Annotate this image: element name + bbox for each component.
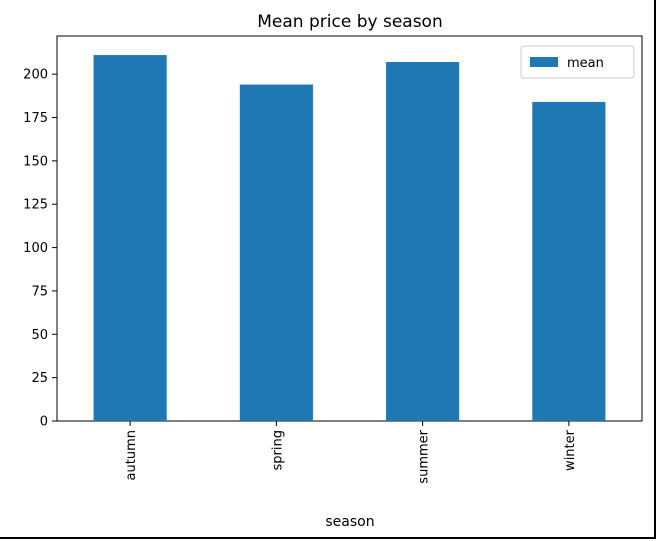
legend-box <box>520 45 635 79</box>
bar-autumn <box>93 55 167 422</box>
legend-label: mean <box>567 56 604 71</box>
y-tick-label: 150 <box>23 154 48 169</box>
y-tick-label: 25 <box>31 371 48 386</box>
bar-summer <box>386 62 460 421</box>
x-tick-label-summer: summer <box>417 429 432 483</box>
legend-swatch <box>530 57 558 67</box>
y-axis: 0 25 50 75 100 125 150 175 200 <box>23 68 57 430</box>
y-tick-label: 200 <box>23 68 48 83</box>
y-tick-label: 0 <box>40 415 48 430</box>
y-tick-label: 75 <box>31 284 48 299</box>
x-axis-label: season <box>325 514 374 530</box>
bars-group <box>93 55 606 422</box>
x-tick-label-spring: spring <box>270 430 285 470</box>
x-tick-label-winter: winter <box>563 429 578 471</box>
chart-title: Mean price by season <box>257 12 442 32</box>
y-tick-label: 50 <box>31 328 48 343</box>
x-tick-label-autumn: autumn <box>124 430 139 480</box>
bar-spring <box>239 84 313 421</box>
legend: mean <box>520 45 635 79</box>
x-axis: autumn spring summer winter <box>124 421 578 484</box>
bar-winter <box>532 101 606 421</box>
y-tick-label: 175 <box>23 111 48 126</box>
y-tick-label: 125 <box>23 198 48 213</box>
y-tick-label: 100 <box>23 241 48 256</box>
